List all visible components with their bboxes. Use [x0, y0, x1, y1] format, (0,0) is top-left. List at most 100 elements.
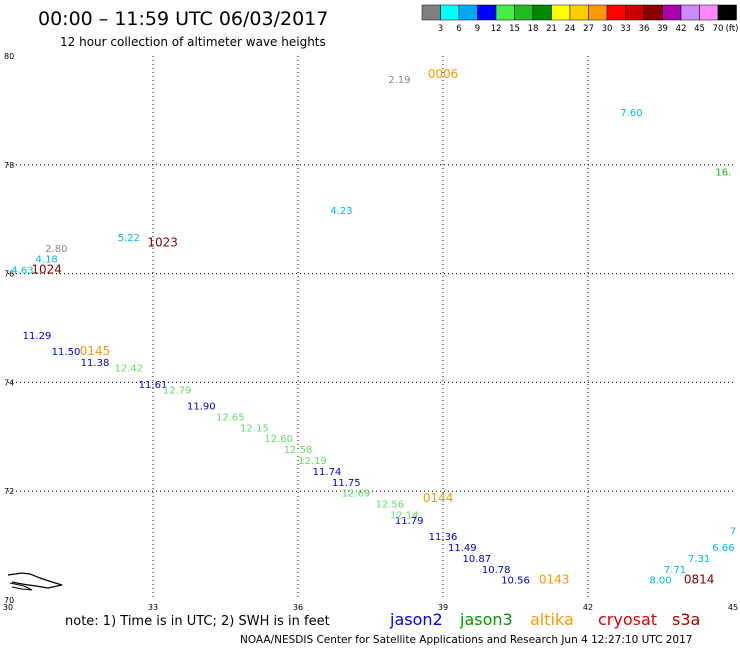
x-tick-label: 39	[438, 603, 448, 612]
wave-height-label: 12.79	[163, 385, 192, 396]
wave-height-label: 11.50	[52, 347, 81, 358]
y-tick-label: 78	[4, 161, 14, 170]
pass-time-label: 1023	[147, 235, 178, 249]
wave-height-label: 11.79	[395, 516, 424, 527]
scale-swatch	[532, 4, 552, 21]
scale-swatch	[662, 4, 682, 21]
wave-height-label: 16.	[715, 168, 731, 179]
wave-height-label: 7	[730, 527, 736, 538]
scale-label: 27	[583, 24, 594, 34]
scale-label: 21	[546, 24, 557, 34]
scale-swatch	[458, 4, 478, 21]
chart-title: 00:00 – 11:59 UTC 06/03/2017	[38, 8, 328, 30]
x-tick-label: 36	[293, 603, 303, 612]
scale-label: 42	[676, 24, 687, 34]
x-tick-label: 33	[148, 603, 158, 612]
wave-height-label: 12.19	[298, 456, 327, 467]
scale-label: 45	[694, 24, 705, 34]
scale-swatch	[514, 4, 534, 21]
wave-height-label: 12.42	[115, 364, 144, 375]
pass-time-label: 0143	[539, 573, 570, 587]
scale-swatch	[495, 4, 515, 21]
scale-swatch	[551, 4, 571, 21]
wave-height-label: 4.23	[330, 206, 352, 217]
pass-time-label: 0006	[428, 67, 459, 81]
scale-label: 30	[602, 24, 613, 34]
scale-swatch	[606, 4, 626, 21]
wave-height-label: 11.38	[81, 358, 110, 369]
wave-height-label: 11.49	[448, 543, 477, 554]
scale-label: 15	[509, 24, 520, 34]
scale-swatch	[588, 4, 608, 21]
wave-height-label: 10.56	[501, 576, 530, 587]
scale-unit: (ft)	[726, 24, 739, 34]
scale-swatch	[717, 4, 737, 21]
scale-label: 9	[475, 24, 480, 34]
scale-swatch	[569, 4, 589, 21]
legend-s3a: s3a	[672, 610, 700, 629]
wave-height-label: 12.56	[376, 500, 405, 511]
wave-height-label: 5.22	[118, 233, 140, 244]
y-tick-label: 72	[4, 487, 14, 496]
wave-height-label: 11.90	[187, 402, 216, 413]
y-tick-label: 70	[4, 596, 14, 605]
footer-credit: NOAA/NESDIS Center for Satellite Applica…	[240, 634, 692, 646]
wave-height-label: 10.87	[463, 554, 492, 565]
wave-height-label: 11.61	[139, 380, 168, 391]
x-tick-label: 45	[728, 603, 738, 612]
x-tick-label: 42	[583, 603, 593, 612]
scale-swatch	[643, 4, 663, 21]
wave-height-label: 12.15	[240, 423, 269, 434]
wave-height-label: 12.14	[390, 510, 419, 521]
pass-time-label: 0144	[423, 491, 454, 505]
wave-height-label: 11.36	[429, 532, 458, 543]
pass-time-label: 0145	[80, 344, 111, 358]
scale-label: 70	[713, 24, 724, 34]
scale-swatch	[699, 4, 719, 21]
y-tick-label: 74	[4, 378, 14, 387]
pass-time-label: 0814	[684, 573, 715, 587]
wave-height-label: 12.58	[284, 445, 313, 456]
scale-label: 39	[657, 24, 668, 34]
scale-label: 33	[620, 24, 631, 34]
wave-height-label: 2.19	[388, 75, 410, 86]
wave-height-label: 7.60	[620, 108, 642, 119]
wave-height-label: 11.74	[313, 467, 342, 478]
legend-altika: altika	[530, 610, 574, 629]
wave-height-label: 7.71	[664, 565, 686, 576]
pass-times: 0006 1023 1024 0145 0144 0143 0814	[31, 67, 714, 587]
wave-height-label: 12.69	[342, 489, 371, 500]
scale-swatch	[440, 4, 460, 21]
footer-note: note: 1) Time is in UTC; 2) SWH is in fe…	[65, 614, 330, 629]
y-tick-label: 80	[4, 52, 14, 61]
wave-height-label: 12.65	[216, 412, 245, 423]
scale-label: 18	[528, 24, 539, 34]
pass-time-label: 1024	[31, 263, 62, 277]
legend-jason3: jason3	[459, 610, 513, 629]
coastline	[7, 572, 63, 591]
x-tick-label: 30	[3, 603, 13, 612]
scale-swatch	[680, 4, 700, 21]
scale-label: 36	[639, 24, 650, 34]
wave-height-label: 10.78	[482, 565, 511, 576]
wave-height-label: 7.31	[688, 554, 710, 565]
scale-swatch	[625, 4, 645, 21]
scale-swatch	[421, 4, 441, 21]
wave-height-label: 11.75	[332, 478, 361, 489]
scale-swatch	[477, 4, 497, 21]
wave-height-label: 12.60	[264, 434, 293, 445]
wave-height-label: 4.18	[36, 255, 58, 266]
y-tick-label: 76	[4, 270, 14, 279]
wave-height-label: 4.63	[11, 266, 33, 277]
plot-grid: 30 33 36 39 42 45 70 72 74 76 78 80	[3, 52, 738, 612]
wave-height-label: 8.00	[649, 576, 671, 587]
legend-cryosat: cryosat	[598, 610, 657, 629]
scale-label: 6	[456, 24, 461, 34]
color-scale: 3 6 9 12 15 18 21 24 27 30 33 36 39 42 45 70 (ft)	[421, 4, 739, 34]
legend-jason2: jason2	[389, 610, 443, 629]
satellite-legend: jason2 jason3 altika cryosat s3a	[389, 610, 700, 629]
chart-subtitle: 12 hour collection of altimeter wave hei…	[60, 35, 326, 49]
wave-height-label: 11.29	[23, 331, 52, 342]
scale-label: 24	[565, 24, 576, 34]
